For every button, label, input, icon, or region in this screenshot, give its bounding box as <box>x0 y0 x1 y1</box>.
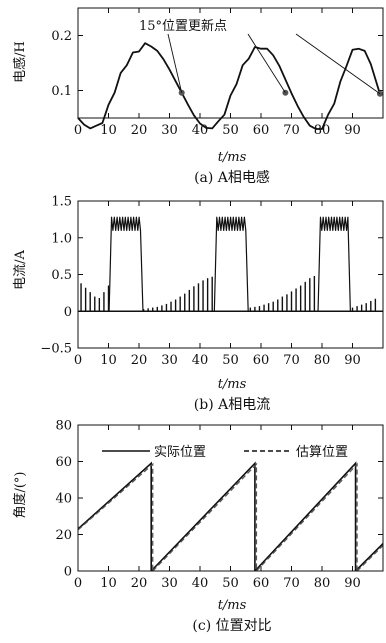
panel-c-y-tick-label: 0 <box>64 565 72 580</box>
panel-b-x-label: t/ms <box>218 377 247 392</box>
panel-c-y-tick-label: 60 <box>55 455 72 470</box>
panel-a-x-tick-label: 80 <box>314 123 331 138</box>
panel-c-y-label: 角度/(°) <box>12 471 28 518</box>
panel-c-y-tick-label: 20 <box>55 528 72 543</box>
panel-b-x-tick-label: 60 <box>253 353 270 368</box>
panel-b-y-tick-label: 0 <box>64 305 72 320</box>
panel-b-conduction-block <box>108 216 144 312</box>
panel-c-x-tick-label: 80 <box>314 576 331 591</box>
panel-c-x-tick-label: 90 <box>344 576 361 591</box>
panel-c-x-tick-label: 30 <box>161 576 178 591</box>
panel-c-y-tick-label: 80 <box>55 419 72 434</box>
panel-a-x-label: t/ms <box>218 150 247 165</box>
panel-a-y-tick-label: 0.1 <box>51 84 72 99</box>
panel-a-x-tick-label: 90 <box>344 123 361 138</box>
panel-a-inductance-line <box>77 42 381 130</box>
panel-a-x-tick-label: 20 <box>131 123 148 138</box>
panel-b-y-tick-label: −0.5 <box>40 342 72 357</box>
panel-a-annotation-arrows <box>167 33 381 95</box>
panel-b-x-tick-label: 70 <box>283 353 300 368</box>
panel-b-plot-area <box>78 216 383 313</box>
panel-a-inductance: 0 10 20 30 40 50 60 70 80 90 0.1 0.2 电感/H t/ms (a)… <box>12 7 384 186</box>
legend-solid-label: 实际位置 <box>154 445 206 460</box>
panel-a-annotation-arrow <box>167 33 183 93</box>
panel-b-x-tick-label: 90 <box>344 353 361 368</box>
panel-a-x-tick-label: 30 <box>161 123 178 138</box>
panel-c-actual-position-line <box>77 461 384 572</box>
panel-c-x-label: t/ms <box>218 598 247 613</box>
panel-b-x-tick-label: 80 <box>314 353 331 368</box>
panel-a-x-tick-label: 10 <box>100 123 117 138</box>
panel-c-y-tick-label: 40 <box>55 492 72 507</box>
panel-c-x-tick-label: 40 <box>192 576 209 591</box>
panel-b-x-tick-label: 0 <box>74 353 82 368</box>
panel-a-annotation-arrow <box>247 33 286 93</box>
panel-c-x-tick-label: 50 <box>222 576 239 591</box>
panel-b-y-tick-label: 0.5 <box>51 268 72 283</box>
panel-b-conduction-block <box>317 216 351 312</box>
panel-a-caption: (a) A相电感 <box>194 169 270 186</box>
panel-a-x-ticks: 0 10 20 30 40 50 60 70 80 90 <box>74 8 361 138</box>
panel-b-y-tick-label: 1.5 <box>51 195 72 210</box>
panel-c-x-tick-label: 10 <box>100 576 117 591</box>
panel-a-y-ticks: 0.1 0.2 <box>51 29 383 99</box>
panel-c-x-ticks: 0 10 20 30 40 50 60 70 80 90 <box>74 425 361 591</box>
panel-a-x-tick-label: 40 <box>192 123 209 138</box>
panel-a-x-tick-label: 60 <box>253 123 270 138</box>
panel-c-x-tick-label: 20 <box>131 576 148 591</box>
legend-dashed-label: 估算位置 <box>296 445 348 460</box>
panel-c-x-tick-label: 70 <box>283 576 300 591</box>
panel-a-x-tick-label: 50 <box>222 123 239 138</box>
panel-a-annotation-arrow <box>295 33 381 95</box>
panel-a-annotation: 15°位置更新点 <box>139 18 227 34</box>
panel-c-estimated-position-line <box>77 462 384 572</box>
panel-b-x-tick-label: 20 <box>131 353 148 368</box>
panel-c-caption: (c) 位置对比 <box>192 618 271 634</box>
panel-b-conduction-block <box>213 216 249 312</box>
panel-b-x-tick-label: 40 <box>192 353 209 368</box>
panel-b-caption: (b) A相电流 <box>194 397 270 413</box>
panel-c-x-tick-label: 60 <box>253 576 270 591</box>
panel-b-y-ticks: −0.5 0 0.5 1.0 1.5 <box>40 195 383 357</box>
panel-c-y-ticks: 0 20 40 60 80 <box>55 419 383 580</box>
panel-a-y-label: 电感/H <box>12 41 28 83</box>
panel-c-legend: 实际位置 估算位置 <box>102 445 348 460</box>
panel-b-current: 0 10 20 30 40 50 60 70 80 90 −0.500.51.01.5 电流/A … <box>13 195 384 413</box>
panel-a-x-tick-label: 0 <box>74 123 82 138</box>
panel-c-plot-area <box>77 461 384 572</box>
panel-b-x-tick-label: 50 <box>222 353 239 368</box>
panel-b-x-ticks: 0 10 20 30 40 50 60 70 80 90 <box>74 201 361 368</box>
panel-b-y-label: 电流/A <box>13 250 28 290</box>
panel-a-x-tick-label: 70 <box>283 123 300 138</box>
panel-b-x-tick-label: 30 <box>161 353 178 368</box>
panel-c-position: 0 10 20 30 40 50 60 70 80 90 0 20 40 60 80 角度/(°) t/m… <box>12 419 384 634</box>
panel-c-x-tick-label: 0 <box>74 576 82 591</box>
panel-b-y-tick-label: 1.0 <box>51 231 72 246</box>
panel-a-y-tick-label: 0.2 <box>51 29 72 44</box>
panel-b-x-tick-label: 10 <box>100 353 117 368</box>
